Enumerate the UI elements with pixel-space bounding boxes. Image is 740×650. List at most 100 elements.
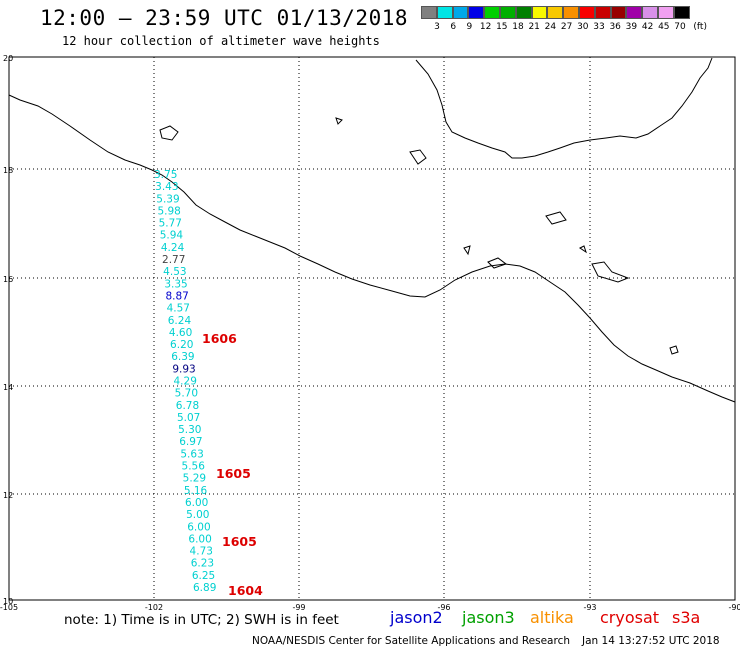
color-scale-swatch	[547, 6, 564, 19]
color-scale-label: 9	[466, 22, 473, 32]
color-scale-swatch	[610, 6, 627, 19]
color-scale-label: 45	[658, 22, 670, 32]
generation-timestamp: Jan 14 13:27:52 UTC 2018	[582, 635, 720, 647]
color-scale-swatch	[515, 6, 532, 19]
wave-height-value: 5.07	[177, 412, 200, 424]
wave-height-value: 5.16	[184, 485, 208, 497]
map-title: 12:00 – 23:59 UTC 01/13/2018	[40, 6, 409, 30]
color-scale-swatch	[484, 6, 500, 19]
latitude-label: 18	[3, 166, 13, 175]
pass-time-label: 1605	[222, 534, 257, 549]
small-islands	[159, 117, 679, 355]
wave-height-value: 5.94	[160, 230, 184, 242]
wave-height-value: 5.00	[186, 509, 209, 521]
wave-height-value: 6.89	[193, 582, 216, 594]
satellite-legend-s3a: s3a	[672, 608, 701, 627]
wave-height-value: 6.20	[170, 339, 193, 351]
wave-height-value: 3.43	[155, 181, 178, 193]
satellite-legend-jason3: jason3	[462, 608, 515, 627]
latitude-label: 16	[3, 275, 13, 284]
wave-height-value: 9.93	[172, 363, 195, 375]
color-scale-label: 36	[609, 22, 621, 32]
wave-height-value: 5.63	[180, 448, 203, 460]
color-scale-label: (ft)	[693, 22, 707, 32]
altimeter-track: 3.753.435.395.985.775.944.242.774.533.35…	[154, 169, 216, 594]
color-scale-swatch	[657, 6, 674, 19]
color-scale-label: 70	[674, 22, 686, 32]
wave-height-value: 4.73	[190, 546, 213, 558]
color-scale-swatch	[452, 6, 469, 19]
wave-height-value: 5.70	[175, 388, 198, 400]
color-scale-labels: 3 6 9 12 15 18 21 24 27 30 33 36 39 42 45 70 (ft)	[421, 22, 740, 34]
color-scale-label: 27	[560, 22, 573, 32]
wave-height-value: 6.39	[171, 351, 194, 363]
color-scale-swatch	[499, 6, 516, 19]
longitude-label: -93	[583, 603, 596, 612]
wave-height-value: 5.29	[183, 473, 206, 485]
wave-height-value: 5.98	[157, 205, 180, 217]
latitude-label: 14	[3, 383, 13, 392]
wave-height-value: 5.30	[178, 424, 201, 436]
color-scale-swatch	[673, 6, 690, 19]
track-time-labels: 1606 1605 1605 1604	[202, 331, 263, 598]
latitude-label: 10	[3, 597, 13, 606]
color-scale-swatch	[642, 6, 658, 19]
color-scale-label: 33	[593, 22, 605, 32]
satellite-legend-jason2: jason2	[390, 608, 443, 627]
wave-height-value: 5.77	[159, 218, 182, 230]
longitude-label: -90	[728, 603, 740, 612]
wave-height-value: 6.23	[191, 558, 214, 570]
color-scale-swatch	[594, 6, 611, 19]
color-scale-label: 24	[544, 22, 557, 32]
longitude-label: -96	[437, 603, 450, 612]
color-scale-swatch	[436, 6, 453, 19]
color-scale-swatch	[563, 6, 579, 19]
longitude-labels: -105 -102 -99 -96 -93 -90	[0, 603, 740, 612]
map-subtitle: 12 hour collection of altimeter wave hei…	[62, 34, 380, 48]
latitude-labels: 20 18 16 14 12 10	[3, 54, 13, 606]
wave-height-value: 6.00	[188, 533, 211, 545]
color-scale-label: 18	[512, 22, 524, 32]
longitude-label: -99	[292, 603, 305, 612]
wave-height-value: 8.87	[165, 290, 188, 302]
color-scale-bar	[421, 6, 690, 19]
wave-height-value: 4.53	[163, 266, 186, 278]
wave-height-value: 4.57	[167, 303, 190, 315]
map-frame	[8, 56, 736, 601]
wave-height-value: 6.24	[168, 315, 192, 327]
color-scale-label: 42	[641, 22, 654, 32]
wave-height-value: 2.77	[162, 254, 185, 266]
pass-time-label: 1604	[228, 583, 263, 598]
color-scale-swatch	[531, 6, 548, 19]
color-scale-label: 12	[479, 22, 492, 32]
footnote: note: 1) Time is in UTC; 2) SWH is in fe…	[64, 612, 339, 628]
wave-height-value: 4.24	[161, 242, 185, 254]
color-scale-label: 6	[450, 22, 457, 32]
pass-time-label: 1605	[216, 466, 251, 481]
wave-height-value: 6.00	[185, 497, 208, 509]
wave-height-value: 5.56	[182, 461, 206, 473]
color-scale-swatch	[626, 6, 643, 19]
wave-height-value: 6.25	[192, 570, 215, 582]
color-scale-label: 15	[496, 22, 508, 32]
color-scale-label: 39	[625, 22, 638, 32]
longitude-label: -102	[145, 603, 163, 612]
latitude-label: 20	[3, 54, 13, 63]
wave-height-value: 6.00	[187, 521, 210, 533]
coastline-gulf	[415, 57, 713, 159]
longitude-label: -105	[0, 603, 18, 612]
credit-line: NOAA/NESDIS Center for Satellite Applica…	[252, 635, 570, 647]
color-scale-swatch	[468, 6, 485, 19]
wave-height-value: 6.78	[176, 400, 199, 412]
coastline-pacific	[8, 94, 736, 403]
color-scale-swatch	[578, 6, 595, 19]
wave-height-value: 3.75	[154, 169, 177, 181]
color-scale-label: 30	[577, 22, 589, 32]
satellite-legend-altika: altika	[530, 608, 574, 627]
latitude-label: 12	[3, 491, 13, 500]
color-scale-label: 21	[528, 22, 540, 32]
graticule	[9, 57, 735, 600]
wave-height-value: 3.35	[164, 278, 187, 290]
color-scale-swatch	[421, 6, 437, 19]
